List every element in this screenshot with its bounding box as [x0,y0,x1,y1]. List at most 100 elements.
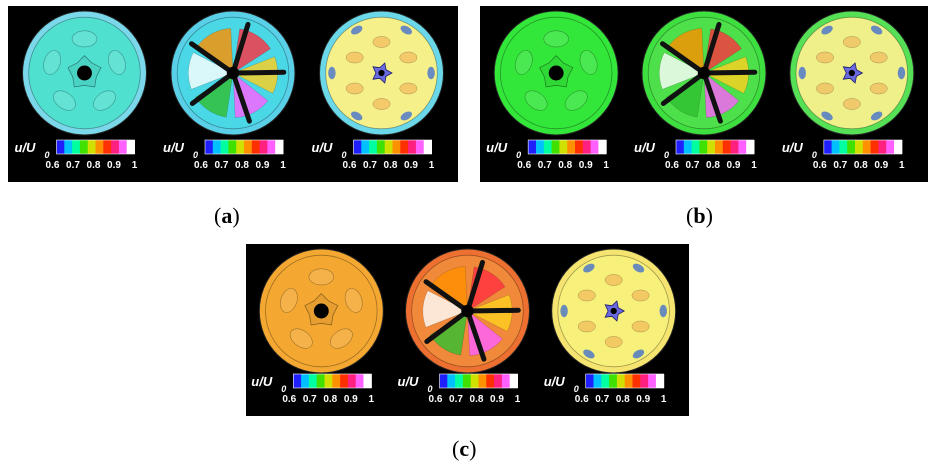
contour-lobe [93,90,116,111]
edge-vortex [870,25,883,35]
colorbar-swatch [528,140,537,154]
panel-c: u/U 0 0.6 0.7 0.8 0.9 1 u/U 0 0.6 0.7 0.8 0.9 1 u/U 0 0.… [246,244,689,416]
colorbar-swatch [722,140,732,154]
colorbar-tick-label: 1 [899,160,905,171]
edge-vortex [821,111,833,121]
contour-lobe [577,289,596,302]
flow-wedge [197,28,234,74]
colorbar-swatch [332,374,341,388]
colorbar-swatch [111,140,120,154]
disk-b-2 [641,10,767,136]
panel-c-figure: u/U 00.6 0.7 0.8 0.9 1u/U 00.6 0.7 0.8 0.9 1u/U 00.… [251,248,677,405]
colorbar-swatch [855,140,864,154]
colorbar-swatch [376,140,386,154]
caption-c: (c) [452,436,477,461]
colorbar-swatch [699,140,708,154]
colorbar-swatch [575,140,584,154]
colorbar-swatch [567,140,576,154]
contour-lobe [344,288,363,313]
contour-lobe [372,98,391,110]
contour-lobe [604,336,623,348]
caption-a: (a) [214,203,240,228]
colorbar-label: u/U [634,140,656,155]
panel-b-figure: u/U 00.6 0.7 0.8 0.9 1u/U 00.6 0.7 0.8 0.9 1u/U 00.… [486,10,915,171]
colorbar-c-3: u/U 00.6 0.7 0.8 0.9 1 [544,373,667,405]
edge-vortex [659,304,668,318]
colorbar-swatch [870,140,879,154]
colorbar-tick-label: 1 [369,394,375,405]
contour-lobe [280,288,298,313]
hub [848,69,855,77]
flow-wedge [195,72,234,118]
hub [378,69,385,77]
disk-c-2 [405,248,530,374]
contour-lobe [564,90,588,111]
colorbar-tick-label: 0.7 [686,160,700,171]
contour-lobe [345,51,364,64]
contour-lobe [399,51,418,64]
colorbar-tick-label: 0.7 [363,160,377,171]
colorbar-swatch [590,140,599,154]
colorbar-label: u/U [251,374,273,389]
colorbar-swatch [126,140,135,154]
colorbar-swatch [447,374,456,388]
colorbar-tick-label: 1 [280,160,286,171]
flow-wedge [467,310,503,356]
colorbar-c-1: u/U 00.6 0.7 0.8 0.9 1 [251,373,375,405]
colorbar-tick-label: 0.7 [595,394,609,405]
colorbar-tick-label: 0.6 [575,394,589,405]
colorbar-swatch [118,140,128,154]
rotor-blade [230,69,287,76]
colorbar-frame [353,139,432,155]
edge-vortex [583,263,595,273]
edge-vortex [560,304,568,318]
colorbar-swatch [72,140,81,154]
colorbar-swatch [251,140,261,154]
colorbar-swatch [831,140,840,154]
disk-c-1 [258,248,384,374]
colorbar-swatch [408,140,417,154]
colorbar-swatch [738,140,747,154]
colorbar-swatch [847,140,856,154]
hub [548,65,564,81]
contour-lobe [604,274,623,286]
disk-a-2 [170,10,296,136]
colorbar-swatch [582,140,592,154]
colorbar-frame [204,139,284,155]
colorbar-tick-label: 0.7 [215,160,229,171]
colorbar-frame [675,139,755,155]
colorbar-tick-label: 0.6 [665,160,679,171]
colorbar-swatch [415,140,425,154]
colorbar-a-3: u/U 00.6 0.7 0.8 0.9 1 [312,139,435,171]
contour-lobe [842,98,861,110]
hub [313,303,329,319]
colorbar-swatch [103,140,112,154]
colorbar-a-2: u/U 00.6 0.7 0.8 0.9 1 [163,139,286,171]
colorbar-tick-label: 0.7 [303,394,317,405]
colorbar-swatch [585,374,594,388]
colorbar-frame [293,373,372,389]
colorbar-swatch [361,140,370,154]
colorbar-swatch [347,374,357,388]
colorbar-swatch [87,140,96,154]
colorbar-tick-label: 0.9 [107,160,121,171]
colorbar-swatch [220,140,229,154]
colorbar-swatch [509,374,518,388]
edge-vortex [351,25,363,35]
colorbar-swatch [707,140,716,154]
contour-lobe [329,328,353,349]
colorbar-swatch [355,374,364,388]
colorbar-tick-label: 0.8 [470,394,484,405]
colorbar-tick-label: 0.6 [429,394,443,405]
colorbar-swatch [683,140,693,154]
colorbar-label-subscript: 0 [45,150,50,160]
colorbar-label: u/U [544,374,566,389]
colorbar-tick-label: 0.6 [813,160,827,171]
colorbar-swatch [64,140,73,154]
disk-a-1 [22,10,147,136]
flow-wedge [432,266,468,312]
panel-a: u/U 0 0.6 0.7 0.8 0.9 1 u/U 0 0.6 0.7 0.8 0.9 1 u/U 0 0.… [8,6,458,182]
contour-lobe [842,36,861,48]
colorbar-tick-label: 0.8 [616,394,630,405]
colorbar-swatch [439,374,448,388]
